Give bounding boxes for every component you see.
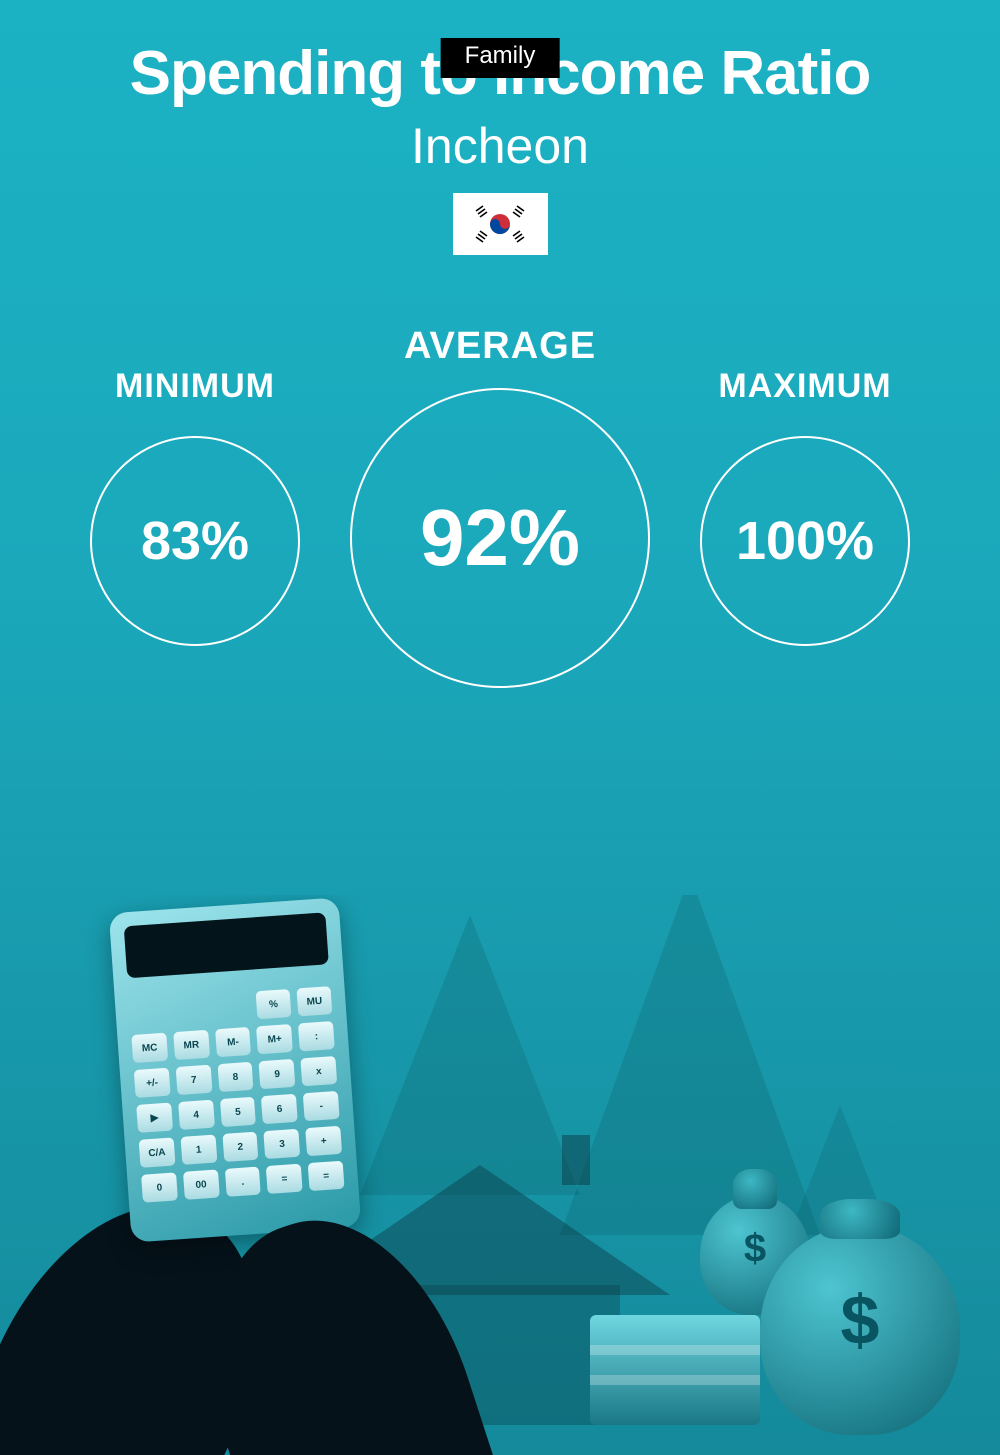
category-badge: Family [441,38,560,78]
calculator-key: M+ [256,1024,293,1054]
location-subtitle: Incheon [0,117,1000,175]
cash-stack-icon [590,1315,760,1425]
money-bag-icon: $ [760,1225,960,1435]
calculator-screen [124,912,329,978]
up-arrow-icon [360,915,580,1195]
dollar-sign-icon: $ [744,1227,766,1272]
stat-average: AVERAGE 92% [350,325,650,688]
calculator-key: 00 [183,1169,220,1199]
calculator-key: MR [173,1030,210,1060]
stat-maximum: MAXIMUM 100% [700,367,910,646]
calculator-icon: %MU MCMRM-M+:+/-789x▶456-C/A123+000.== [109,897,361,1242]
bottom-illustration: $ $ %MU MCMRM-M+: +/-789x ▶456- C/A123+000.… [0,895,1000,1455]
calculator-key: MC [131,1033,168,1063]
calculator-key: 9 [259,1059,296,1089]
south-korea-flag-icon [465,201,535,247]
dollar-sign-icon: $ [841,1280,880,1360]
calculator-key: +/- [134,1068,171,1098]
calculator-key: : [298,1021,335,1051]
stat-minimum-label: MINIMUM [115,367,275,406]
calculator-key: MU [296,986,332,1016]
stat-average-circle: 92% [350,388,650,688]
calculator-key: 0 [141,1172,178,1202]
calculator-key: 8 [217,1062,254,1092]
calculator-key: 7 [175,1065,212,1095]
calculator-key: M- [215,1027,252,1057]
stat-minimum: MINIMUM 83% [90,367,300,646]
stat-average-label: AVERAGE [404,325,596,368]
calculator-key: 1 [180,1135,217,1165]
calculator-key: 4 [178,1100,215,1130]
calculator-key: 3 [264,1129,301,1159]
stat-maximum-circle: 100% [700,436,910,646]
calculator-key: C/A [139,1137,176,1167]
calculator-key: 6 [261,1094,298,1124]
stats-row: MINIMUM 83% AVERAGE 92% MAXIMUM 100% [0,325,1000,688]
calculator-key: 2 [222,1132,259,1162]
country-flag [453,193,548,255]
stat-average-value: 92% [420,492,580,584]
calculator-key: + [305,1126,342,1156]
calculator-key: = [308,1161,345,1191]
stat-maximum-value: 100% [736,510,874,572]
calculator-key: . [224,1167,261,1197]
stat-minimum-value: 83% [141,510,249,572]
calculator-key: x [301,1056,338,1086]
stat-minimum-circle: 83% [90,436,300,646]
calculator-key: % [256,989,292,1019]
calculator-key: 5 [220,1097,257,1127]
calculator-key: ▶ [136,1103,173,1133]
calculator-key: = [266,1164,303,1194]
stat-maximum-label: MAXIMUM [718,367,891,406]
calculator-key: - [303,1091,340,1121]
